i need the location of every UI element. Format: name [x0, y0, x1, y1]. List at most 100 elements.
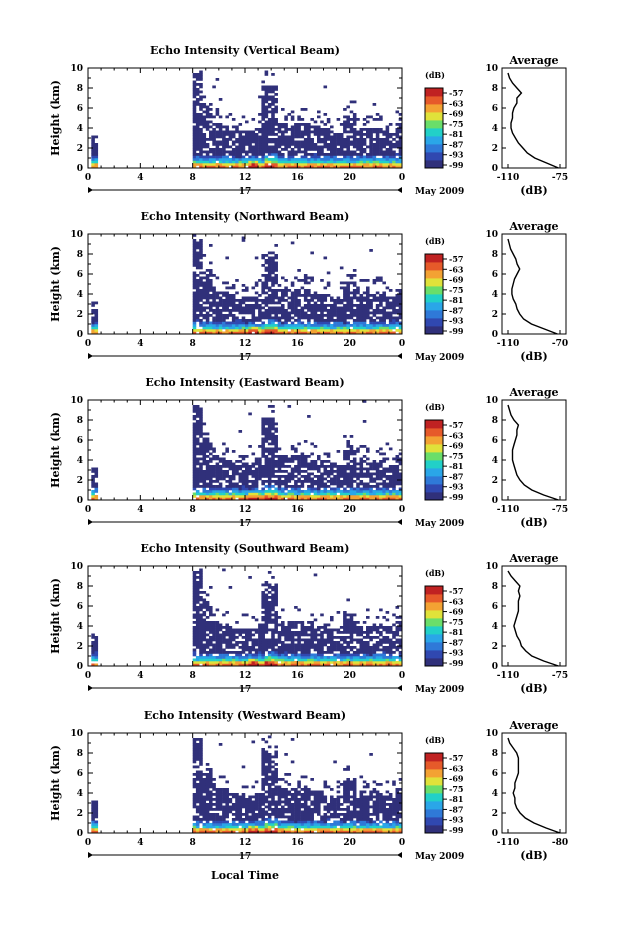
- heatmap-cell: [271, 148, 275, 151]
- heatmap-cell: [310, 641, 314, 644]
- heatmap-cell: [199, 276, 203, 280]
- heatmap-cell: [294, 626, 298, 629]
- heatmap-cell: [235, 467, 239, 471]
- heatmap-cell: [241, 490, 246, 493]
- heatmap-cell: [261, 284, 265, 287]
- heatmap-cell: [238, 319, 243, 322]
- heatmap-cell: [359, 457, 364, 461]
- heatmap-cell: [366, 311, 370, 315]
- heatmap-cell: [385, 128, 390, 131]
- heatmap-cell: [218, 123, 223, 126]
- heatmap-cell: [336, 148, 341, 151]
- heatmap-cell: [231, 286, 236, 290]
- heatmap-cell: [192, 633, 197, 637]
- heatmap-cell: [362, 306, 367, 310]
- heatmap-cell: [349, 636, 354, 639]
- heatmap-cell: [392, 306, 396, 310]
- heatmap-cell: [192, 301, 197, 305]
- heatmap-cell: [245, 309, 249, 312]
- heatmap-cell: [385, 311, 390, 315]
- heatmap-cell: [346, 304, 350, 307]
- heatmap-cell: [202, 475, 207, 478]
- heatmap-cell: [205, 301, 210, 305]
- heatmap-cell: [317, 331, 321, 335]
- heatmap-cell: [294, 656, 298, 659]
- heatmap-cell: [290, 447, 295, 451]
- heatmap-cell: [290, 663, 295, 667]
- heatmap-cell: [241, 165, 246, 169]
- heatmap-cell: [281, 482, 285, 486]
- avg-y-tick-label: 6: [492, 104, 498, 114]
- heatmap-cell: [330, 472, 334, 476]
- heatmap-cell: [385, 651, 390, 654]
- heatmap-cell: [235, 653, 239, 657]
- heatmap-cell: [199, 412, 203, 416]
- heatmap-cell: [310, 294, 314, 297]
- heatmap-cell: [395, 482, 400, 486]
- average-x-label: (dB): [520, 350, 547, 363]
- heatmap-cell: [372, 623, 377, 627]
- heatmap-cell: [202, 150, 207, 154]
- heatmap-cell: [290, 133, 295, 136]
- heatmap-cell: [231, 143, 236, 146]
- heatmap-cell: [395, 130, 400, 134]
- heatmap-cell: [231, 130, 236, 134]
- heatmap-cell: [317, 110, 321, 114]
- heatmap-cell: [277, 470, 282, 473]
- heatmap-cell: [277, 492, 282, 496]
- heatmap-cell: [339, 153, 344, 156]
- heatmap-cell: [287, 621, 292, 624]
- heatmap-cell: [192, 256, 197, 260]
- heatmap-cell: [281, 160, 285, 164]
- heatmap-cell: [339, 165, 344, 169]
- heatmap-cell: [261, 256, 265, 260]
- heatmap-cell: [215, 470, 220, 473]
- heatmap-cell: [199, 638, 203, 642]
- heatmap-cell: [245, 135, 249, 139]
- heatmap-cell: [225, 653, 229, 657]
- heatmap-cell: [366, 314, 370, 317]
- heatmap-cell: [251, 319, 256, 322]
- heatmap-cell: [382, 636, 386, 639]
- heatmap-cell: [284, 286, 288, 290]
- heatmap-cell: [303, 480, 308, 483]
- heatmap-cell: [388, 641, 393, 644]
- heatmap-cell: [195, 155, 200, 159]
- avg-y-tick-label: 4: [492, 456, 498, 466]
- heatmap-cell: [241, 480, 246, 483]
- heatmap-cell: [192, 648, 197, 652]
- heatmap-cell: [379, 324, 383, 327]
- heatmap-cell: [392, 497, 396, 501]
- heatmap-cell: [343, 314, 347, 317]
- heatmap-cell: [294, 646, 298, 649]
- heatmap-cell: [222, 452, 226, 456]
- heatmap-cell: [379, 487, 383, 491]
- heatmap-cell: [258, 294, 262, 297]
- heatmap-cell: [245, 163, 249, 166]
- heatmap-cell: [215, 658, 220, 662]
- heatmap-cell: [300, 331, 305, 335]
- heatmap-cell: [294, 470, 298, 473]
- heatmap-cell: [192, 83, 197, 86]
- heatmap-cell: [271, 588, 275, 592]
- heatmap-cell: [274, 437, 278, 441]
- heatmap-cell: [359, 316, 364, 320]
- heatmap-cell: [245, 633, 249, 637]
- heatmap-cell: [264, 427, 269, 431]
- heatmap-cell: [199, 251, 203, 255]
- heatmap-cell: [352, 291, 357, 295]
- heatmap-cell: [379, 447, 383, 451]
- heatmap-cell: [356, 641, 360, 644]
- heatmap-cell: [251, 150, 256, 154]
- heatmap-cell: [352, 656, 357, 659]
- heatmap-cell: [238, 656, 243, 659]
- heatmap-cell: [248, 465, 252, 468]
- heatmap-cell: [326, 128, 331, 131]
- heatmap-cell: [398, 153, 403, 156]
- heatmap-cell: [330, 497, 334, 501]
- heatmap-cell: [261, 115, 265, 119]
- heatmap-cell: [199, 586, 203, 589]
- heatmap-cell: [271, 326, 275, 330]
- heatmap-cell: [277, 658, 282, 662]
- heatmap-cell: [300, 455, 305, 458]
